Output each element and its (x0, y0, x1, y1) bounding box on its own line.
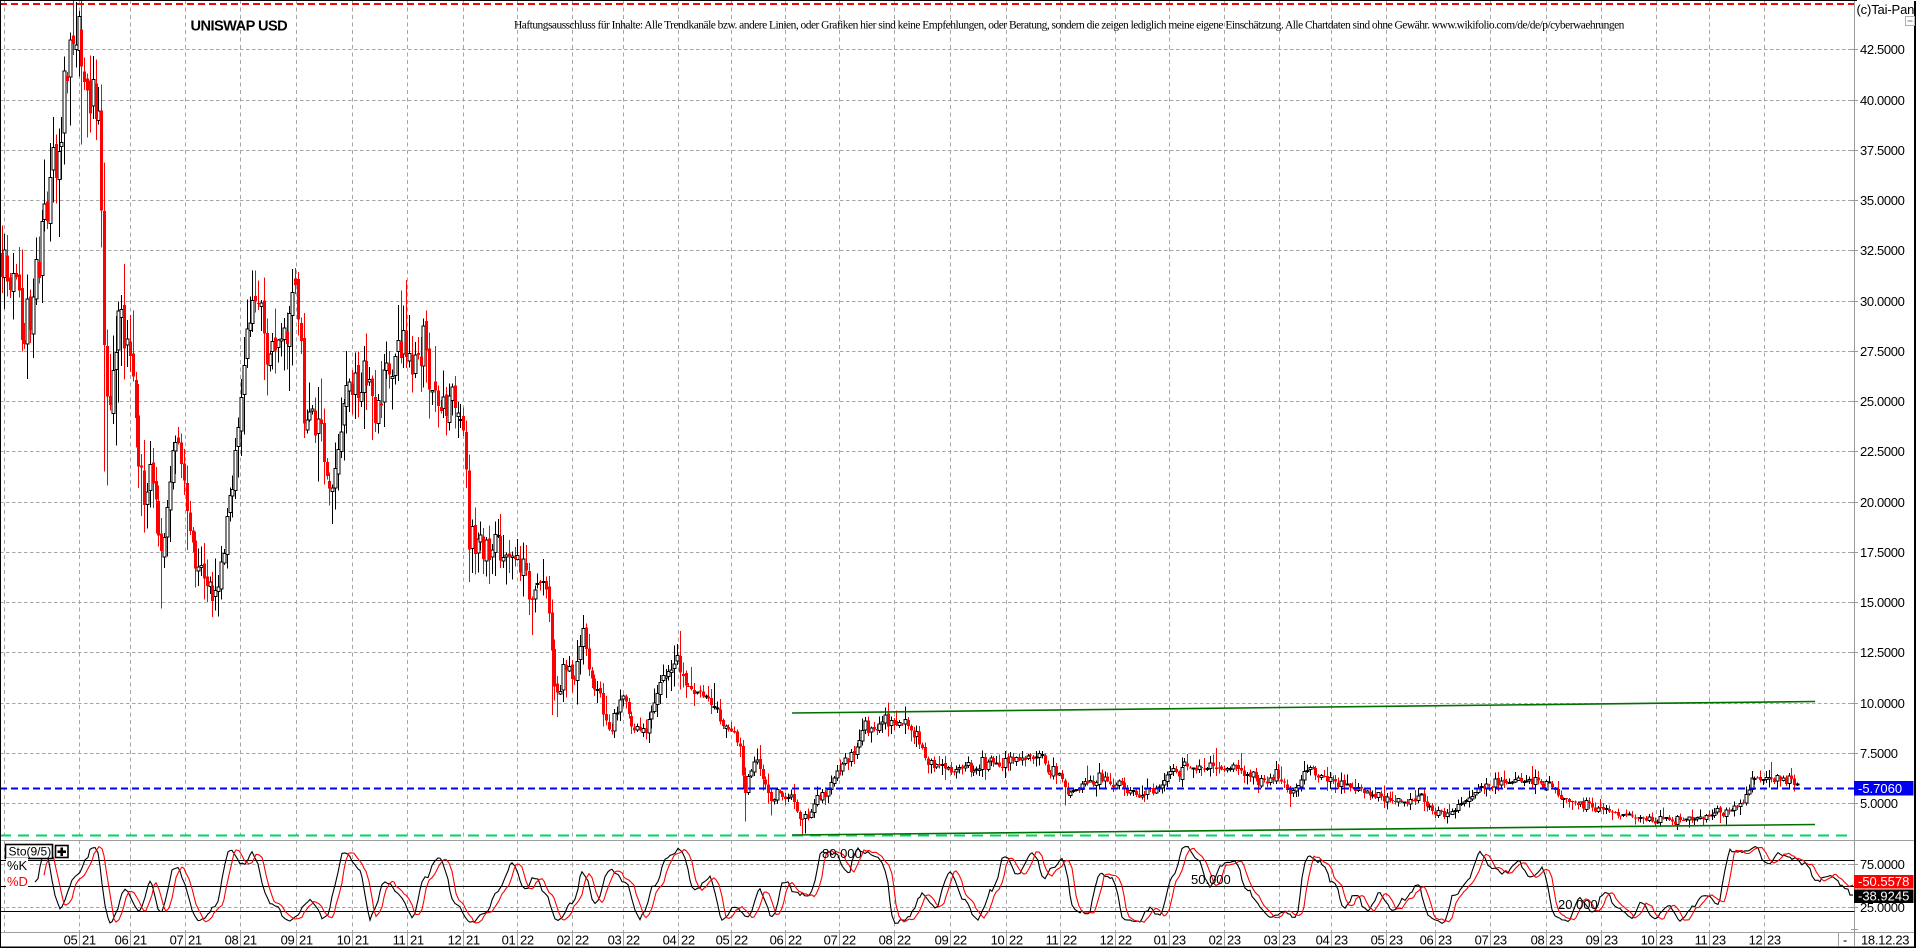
svg-text:09: 09 (935, 933, 949, 948)
svg-text:22: 22 (575, 933, 589, 948)
svg-text:-50.5578: -50.5578 (1858, 874, 1909, 889)
svg-text:UNISWAP USD: UNISWAP USD (191, 19, 288, 35)
svg-text:12.5000: 12.5000 (1860, 645, 1905, 660)
svg-text:7.5000: 7.5000 (1860, 746, 1898, 761)
svg-text:04: 04 (663, 933, 677, 948)
svg-text:07: 07 (824, 933, 838, 948)
svg-text:22: 22 (788, 933, 802, 948)
svg-text:27.5000: 27.5000 (1860, 344, 1905, 359)
svg-text:23: 23 (1549, 933, 1563, 948)
svg-text:-5.7060: -5.7060 (1858, 781, 1902, 796)
svg-text:25.0000: 25.0000 (1860, 394, 1905, 409)
svg-text:22: 22 (626, 933, 640, 948)
svg-text:22: 22 (734, 933, 748, 948)
svg-text:22: 22 (1063, 933, 1077, 948)
svg-text:(c)Tai-Pan: (c)Tai-Pan (1857, 2, 1915, 17)
svg-text:20.0000: 20.0000 (1860, 495, 1905, 510)
svg-text:03: 03 (608, 933, 622, 948)
svg-text:05: 05 (64, 933, 78, 948)
svg-text:40.0000: 40.0000 (1860, 93, 1905, 108)
svg-text:23: 23 (1282, 933, 1296, 948)
svg-text:11: 11 (1695, 933, 1708, 948)
svg-text:22: 22 (897, 933, 911, 948)
svg-text:06: 06 (770, 933, 784, 948)
svg-text:05: 05 (1371, 933, 1385, 948)
svg-text:%K: %K (7, 858, 28, 873)
svg-text:12: 12 (448, 933, 462, 948)
svg-text:06: 06 (1420, 933, 1434, 948)
svg-text:23: 23 (1172, 933, 1186, 948)
svg-text:04: 04 (1316, 933, 1330, 948)
svg-text:23: 23 (1604, 933, 1618, 948)
svg-text:05: 05 (716, 933, 730, 948)
svg-text:08: 08 (225, 933, 239, 948)
svg-text:03: 03 (1264, 933, 1278, 948)
svg-text:21: 21 (299, 933, 313, 948)
svg-text:5.0000: 5.0000 (1860, 796, 1898, 811)
svg-text:23: 23 (1659, 933, 1673, 948)
svg-text:21: 21 (243, 933, 257, 948)
svg-text:42.5000: 42.5000 (1860, 42, 1905, 57)
svg-text:09: 09 (1586, 933, 1600, 948)
svg-text:30.0000: 30.0000 (1860, 294, 1905, 309)
svg-text:12: 12 (1749, 933, 1763, 948)
svg-text:23: 23 (1767, 933, 1781, 948)
svg-text:15.0000: 15.0000 (1860, 595, 1905, 610)
svg-text:23: 23 (1389, 933, 1403, 948)
svg-text:23: 23 (1227, 933, 1241, 948)
svg-text:11: 11 (1046, 933, 1059, 948)
svg-text:20.000: 20.000 (1558, 897, 1598, 912)
svg-text:21: 21 (410, 933, 424, 948)
svg-text:35.0000: 35.0000 (1860, 193, 1905, 208)
svg-text:Haftungsausschluss für Inhalte: Haftungsausschluss für Inhalte: Alle Tre… (514, 20, 1625, 32)
svg-text:21: 21 (188, 933, 202, 948)
svg-text:75.0000: 75.0000 (1860, 857, 1905, 872)
svg-text:32.5000: 32.5000 (1860, 243, 1905, 258)
svg-text:22: 22 (1009, 933, 1023, 948)
svg-text:18.12.23: 18.12.23 (1861, 933, 1909, 948)
svg-text:09: 09 (281, 933, 295, 948)
svg-text:50.000: 50.000 (1191, 872, 1231, 887)
svg-text:08: 08 (1531, 933, 1545, 948)
svg-text:11: 11 (393, 933, 406, 948)
svg-text:23: 23 (1438, 933, 1452, 948)
svg-text:02: 02 (557, 933, 571, 948)
svg-text:22: 22 (681, 933, 695, 948)
svg-text:22: 22 (1118, 933, 1132, 948)
svg-text:22: 22 (842, 933, 856, 948)
svg-text:07: 07 (170, 933, 184, 948)
svg-text:02: 02 (1209, 933, 1223, 948)
svg-text:08: 08 (879, 933, 893, 948)
svg-text:23: 23 (1712, 933, 1726, 948)
svg-text:17.5000: 17.5000 (1860, 545, 1905, 560)
svg-text:%D: %D (7, 874, 28, 889)
svg-text:-: - (1843, 933, 1847, 948)
svg-text:01: 01 (1154, 933, 1168, 948)
svg-text:21: 21 (466, 933, 480, 948)
svg-text:37.5000: 37.5000 (1860, 143, 1905, 158)
svg-text:21: 21 (355, 933, 369, 948)
svg-text:12: 12 (1100, 933, 1114, 948)
svg-text:80.000: 80.000 (822, 846, 862, 861)
svg-text:23: 23 (1334, 933, 1348, 948)
svg-text:10: 10 (1641, 933, 1655, 948)
svg-text:25.0000: 25.0000 (1860, 900, 1905, 915)
svg-text:01: 01 (502, 933, 516, 948)
svg-text:21: 21 (133, 933, 147, 948)
svg-text:22: 22 (520, 933, 534, 948)
svg-text:10: 10 (337, 933, 351, 948)
svg-text:21: 21 (82, 933, 96, 948)
svg-text:10.0000: 10.0000 (1860, 696, 1905, 711)
svg-text:07: 07 (1475, 933, 1489, 948)
svg-text:23: 23 (1493, 933, 1507, 948)
svg-text:-38.9245: -38.9245 (1858, 889, 1909, 904)
svg-text:Sto(9/5): Sto(9/5) (9, 845, 52, 859)
svg-text:10: 10 (991, 933, 1005, 948)
svg-text:22: 22 (953, 933, 967, 948)
svg-text:06: 06 (115, 933, 129, 948)
svg-text:22.5000: 22.5000 (1860, 444, 1905, 459)
